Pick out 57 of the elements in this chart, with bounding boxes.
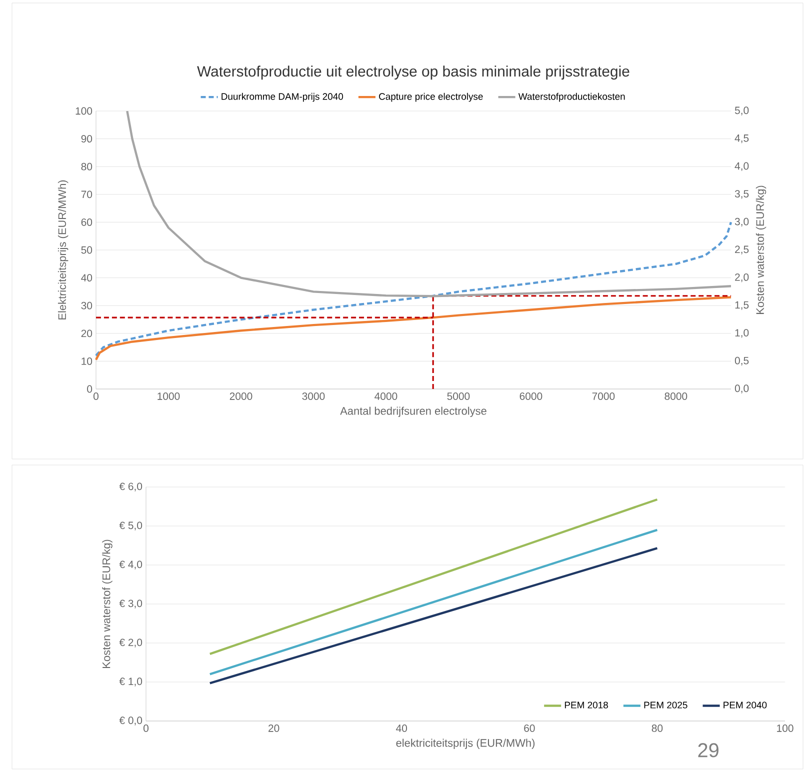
y-tick-label: 30: [81, 302, 92, 310]
y-tick-label: 20: [81, 330, 92, 338]
y-tick-label: 60: [81, 218, 92, 226]
x-tick-label: 8000: [664, 392, 688, 400]
x-axis-title: Aantal bedrijfsuren electrolyse: [340, 406, 486, 417]
x-tick-label: 7000: [592, 392, 615, 400]
y-tick-label: 50: [81, 246, 92, 254]
y2-tick-label: 5,0: [734, 106, 749, 116]
x-tick-label: 60: [524, 724, 535, 732]
y-tick-label: € 2,0: [119, 638, 142, 648]
y2-tick-label: 0,5: [734, 356, 749, 366]
y2-tick-label: 1,5: [735, 301, 749, 310]
y-tick-label: 10: [82, 358, 92, 365]
legend-label: PEM 2040: [724, 702, 767, 708]
text: 29: [698, 743, 718, 758]
y-tick-label: 0: [87, 385, 92, 393]
y-tick-label: € 3,0: [119, 600, 142, 608]
x-tick-label: 5000: [447, 392, 470, 400]
x-tick-label: 6000: [520, 392, 542, 400]
x-tick-label: 100: [777, 724, 794, 732]
legend-label: Waterstofproductiekosten: [518, 92, 625, 102]
y-axis-title: Kosten waterstof (EUR/kg): [102, 540, 112, 668]
y2-tick-label: 3,0: [734, 218, 749, 227]
y2-tick-label: 1,0: [735, 329, 749, 338]
y-tick-label: € 4,0: [119, 560, 142, 570]
legend-label: PEM 2018: [564, 702, 608, 708]
legend-label: Duurkromme DAM-prijs 2040: [222, 92, 344, 102]
y-tick-label: € 1,0: [119, 678, 142, 686]
y2-tick-label: 4,0: [734, 162, 749, 171]
y-tick-label: € 5,0: [119, 522, 142, 530]
x-tick-label: 40: [396, 724, 408, 732]
y-axis-title: Elektriciteitsprijs (EUR/MWh): [58, 180, 68, 320]
legend-label: PEM 2025: [644, 702, 688, 708]
y-tick-label: 80: [81, 162, 92, 170]
x-tick-label: 80: [652, 724, 663, 732]
y-tick-label: € 0,0: [119, 716, 142, 726]
y-tick-label: € 6,0: [119, 482, 142, 492]
chart-title: Waterstofproductie uit electrolyse op basis minimale prijsstrategie: [197, 66, 630, 80]
y-tick-label: 70: [81, 190, 92, 198]
y2-tick-label: 2,0: [735, 273, 749, 282]
y2-tick-label: 2,5: [735, 246, 749, 254]
x-tick-label: 2000: [230, 392, 252, 400]
y2-tick-label: 0,0: [734, 384, 749, 394]
y2-tick-label: 4,5: [734, 134, 749, 144]
y-tick-label: 90: [81, 135, 92, 142]
y-tick-label: 40: [81, 274, 92, 282]
x-tick-label: 0: [144, 724, 148, 732]
x-tick-label: 20: [268, 724, 280, 732]
x-tick-label: 0: [94, 392, 98, 400]
legend-label: Capture price electrolyse: [379, 92, 483, 102]
x-tick-label: 4000: [374, 392, 398, 400]
x-tick-label: 3000: [302, 392, 325, 400]
y2-axis-title: Kosten waterstof (EUR/kg): [756, 186, 766, 314]
x-axis-title: elektriciteitsprijs (EUR/MWh): [396, 738, 535, 749]
y-tick-label: 100: [76, 107, 92, 115]
y2-tick-label: 3,5: [734, 190, 749, 199]
x-tick-label: 1000: [158, 392, 180, 400]
